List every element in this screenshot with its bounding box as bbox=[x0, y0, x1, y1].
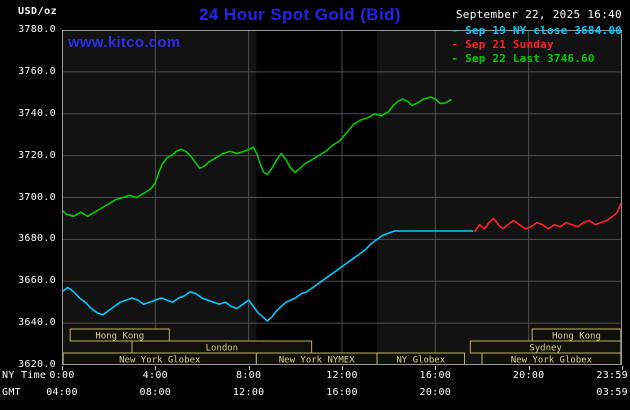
session-label: New York NYMEX bbox=[279, 356, 355, 366]
x-tick-mark bbox=[528, 366, 530, 370]
legend-item: - Sep 19 NY close 3684.00 bbox=[451, 24, 622, 38]
y-tick-label: 3620.0 bbox=[18, 359, 56, 370]
x-tick-label: 03:59 bbox=[596, 387, 628, 398]
x-tick-label: 20:00 bbox=[419, 387, 452, 398]
legend-marker-dash: - bbox=[451, 38, 466, 51]
x-tick-label: 08:00 bbox=[139, 387, 172, 398]
y-tick-label: 3780.0 bbox=[18, 24, 56, 35]
y-tick-label: 3700.0 bbox=[18, 191, 56, 203]
x-tick-mark bbox=[435, 366, 437, 370]
x-tick-label: 12:00 bbox=[326, 370, 358, 381]
y-axis-unit-label: USD/oz bbox=[18, 6, 58, 17]
legend-label: Sep 19 NY close 3684.00 bbox=[465, 24, 622, 37]
session-box bbox=[69, 328, 170, 342]
chart-canvas: Hong Kong Hong Kong London Sydney New York G… bbox=[62, 30, 622, 365]
x-tick-label: 4:00 bbox=[142, 370, 168, 381]
legend-item: - Sep 22 Last 3746.60 bbox=[451, 52, 622, 66]
x-tick-mark bbox=[248, 366, 250, 370]
series-sep-22-last bbox=[62, 96, 452, 218]
x-tick-label: 12:00 bbox=[232, 387, 265, 398]
session-box bbox=[481, 352, 622, 365]
session-label: New York Globex bbox=[119, 356, 201, 366]
kitco-watermark-link[interactable]: www.kitco.com bbox=[68, 34, 181, 51]
session-box bbox=[376, 352, 465, 365]
x-tick-label: 16:00 bbox=[419, 370, 452, 381]
x-tick-label: 04:00 bbox=[46, 387, 78, 398]
session-label: London bbox=[206, 344, 239, 354]
x-tick-label: 23:59 bbox=[596, 370, 628, 381]
x-axis-ny-time-label: NY Time bbox=[2, 370, 47, 381]
series-sep-19-ny-close bbox=[62, 230, 474, 322]
legend-item: - Sep 21 Sunday bbox=[451, 38, 622, 52]
x-tick-mark bbox=[155, 366, 157, 370]
session-label: New York Globex bbox=[511, 356, 593, 366]
session-label: Hong Kong bbox=[552, 332, 601, 342]
x-tick-label: 8:00 bbox=[236, 370, 262, 381]
y-tick-label: 3660.0 bbox=[18, 275, 56, 287]
x-tick-label: 16:00 bbox=[326, 387, 358, 398]
x-tick-mark bbox=[62, 366, 63, 370]
y-tick-label: 3720.0 bbox=[18, 149, 56, 161]
chart-legend: - Sep 19 NY close 3684.00- Sep 21 Sunday… bbox=[451, 24, 622, 66]
series-sep-21-sunday bbox=[474, 203, 622, 232]
x-tick-mark bbox=[342, 366, 343, 370]
y-tick-label: 3680.0 bbox=[18, 233, 56, 245]
session-label: Sydney bbox=[529, 344, 562, 354]
y-tick-label: 3640.0 bbox=[18, 317, 56, 329]
y-tick-label: 3760.0 bbox=[18, 65, 56, 77]
legend-marker-dash: - bbox=[451, 24, 466, 37]
session-label: Hong Kong bbox=[95, 332, 144, 342]
x-tick-label: 20:00 bbox=[512, 370, 545, 381]
session-label: NY Globex bbox=[396, 356, 445, 366]
x-axis-gmt-label: GMT bbox=[2, 387, 21, 398]
chart-title: 24 Hour Spot Gold (Bid) bbox=[199, 5, 401, 24]
chart-plot-area: Hong Kong Hong Kong London Sydney New York G… bbox=[62, 30, 622, 365]
legend-label: Sep 22 Last 3746.60 bbox=[465, 52, 595, 65]
plot-frame bbox=[62, 30, 622, 365]
legend-label: Sep 21 Sunday bbox=[465, 38, 554, 51]
x-tick-mark bbox=[621, 366, 623, 370]
chart-datetime: September 22, 2025 16:40 bbox=[455, 8, 622, 21]
legend-marker-dash: - bbox=[451, 52, 466, 65]
y-tick-label: 3740.0 bbox=[18, 107, 56, 119]
x-tick-label: 0:00 bbox=[49, 370, 75, 381]
